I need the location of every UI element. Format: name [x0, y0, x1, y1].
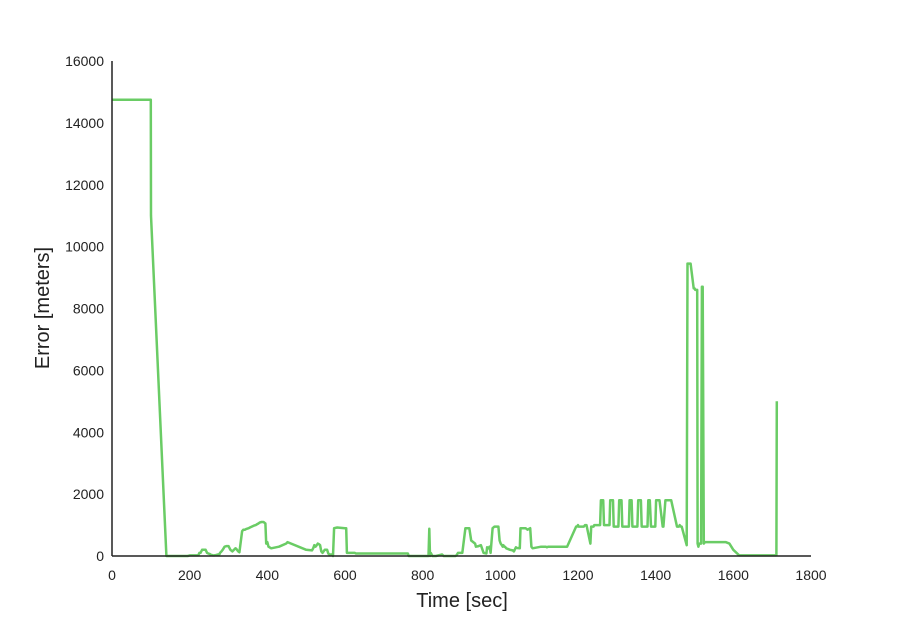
x-tick-label: 1800 [795, 567, 826, 583]
x-tick-label: 0 [108, 567, 116, 583]
y-tick-label: 12000 [65, 177, 104, 193]
x-tick-labels: 0 200 400 600 800 1000 1200 1400 1600 1800 [108, 567, 827, 583]
y-tick-label: 16000 [65, 53, 104, 69]
y-tick-labels: 0 2000 4000 6000 8000 10000 12000 14000 16000 [65, 53, 104, 564]
error-series-line [112, 98, 779, 558]
x-tick-label: 200 [178, 567, 202, 583]
y-tick-label: 10000 [65, 239, 104, 255]
x-axis-title: Time [sec] [416, 590, 508, 612]
y-tick-label: 6000 [73, 362, 104, 378]
x-tick-label: 800 [411, 567, 435, 583]
y-tick-label: 0 [96, 548, 104, 564]
y-tick-label: 4000 [73, 424, 104, 440]
y-tick-label: 14000 [65, 115, 104, 131]
x-tick-label: 1000 [485, 567, 516, 583]
x-tick-label: 400 [256, 567, 280, 583]
y-tick-label: 8000 [73, 301, 104, 317]
plot-area [112, 98, 779, 558]
x-tick-label: 1400 [640, 567, 671, 583]
y-tick-label: 2000 [73, 486, 104, 502]
x-tick-label: 1200 [562, 567, 593, 583]
y-axis-title: Error [meters] [32, 247, 54, 369]
x-tick-label: 600 [333, 567, 357, 583]
x-tick-label: 1600 [718, 567, 749, 583]
